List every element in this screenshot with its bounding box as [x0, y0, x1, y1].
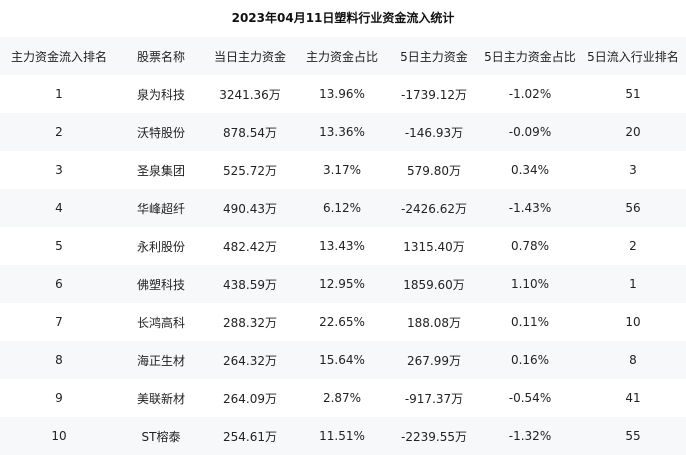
cell-stock-name: 圣泉集团: [136, 163, 185, 178]
cell-5day-main-funds-ratio: -0.54%: [508, 391, 552, 405]
cell-5day-industry-rank: 55: [625, 429, 641, 443]
cell-5day-industry-rank: 1: [629, 277, 637, 291]
cell-main-funds-ratio: 6.12%: [322, 201, 362, 215]
cell-main-funds-ratio: 13.36%: [319, 125, 365, 139]
cell-rank: 2: [55, 125, 63, 139]
cell-5day-main-funds: -2426.62万: [401, 201, 467, 216]
cell-5day-main-funds-ratio: -1.43%: [508, 201, 552, 215]
header-row: 主力资金流入排名 股票名称 当日主力资金 主力资金占比 5日主力资金 5日主力资…: [0, 37, 686, 75]
cell-main-funds-ratio: 2.87%: [322, 391, 362, 405]
cell-5day-main-funds-ratio: 0.16%: [510, 353, 550, 367]
cell-rank: 8: [55, 353, 63, 367]
cell-5day-main-funds-ratio: 0.11%: [510, 315, 550, 329]
cell-main-funds-ratio: 13.96%: [319, 87, 365, 101]
cell-stock-name: 永利股份: [136, 239, 185, 254]
cell-5day-main-funds: -2239.55万: [401, 429, 467, 444]
table-row: 10 ST榕泰 254.61万 11.51% -2239.55万 -1.32% …: [0, 417, 686, 455]
header-5day-main-funds-ratio: 5日主力资金占比: [484, 49, 576, 64]
cell-5day-main-funds-ratio: -0.09%: [508, 125, 552, 139]
cell-5day-main-funds: 267.99万: [407, 353, 461, 368]
cell-5day-main-funds: 579.80万: [407, 163, 461, 178]
cell-rank: 6: [55, 277, 63, 291]
cell-stock-name: 沃特股份: [136, 125, 185, 140]
cell-stock-name: 华峰超纤: [136, 201, 185, 216]
cell-5day-main-funds-ratio: -1.02%: [508, 87, 552, 101]
cell-daily-main-funds: 264.32万: [223, 353, 277, 368]
cell-daily-main-funds: 288.32万: [223, 315, 277, 330]
cell-stock-name: 海正生材: [136, 353, 185, 368]
cell-daily-main-funds: 878.54万: [223, 125, 277, 140]
header-daily-main-funds: 当日主力资金: [213, 49, 286, 64]
cell-stock-name: 长鸿高科: [136, 315, 185, 330]
cell-rank: 10: [51, 429, 67, 443]
table-row: 4 华峰超纤 490.43万 6.12% -2426.62万 -1.43% 56: [0, 189, 686, 227]
cell-stock-name: 佛塑科技: [136, 277, 185, 292]
table-row: 5 永利股份 482.42万 13.43% 1315.40万 0.78% 2: [0, 227, 686, 265]
cell-rank: 9: [55, 391, 63, 405]
header-5day-main-funds: 5日主力资金: [400, 49, 468, 64]
cell-5day-industry-rank: 10: [625, 315, 641, 329]
cell-daily-main-funds: 438.59万: [223, 277, 277, 292]
table-row: 6 佛塑科技 438.59万 12.95% 1859.60万 1.10% 1: [0, 265, 686, 303]
cell-stock-name: 美联新材: [136, 391, 185, 406]
cell-rank: 1: [55, 87, 63, 101]
table-row: 1 泉为科技 3241.36万 13.96% -1739.12万 -1.02% …: [0, 75, 686, 113]
fund-flow-table: 主力资金流入排名 股票名称 当日主力资金 主力资金占比 5日主力资金 5日主力资…: [0, 37, 686, 455]
cell-5day-main-funds: 1315.40万: [403, 239, 465, 254]
table-row: 7 长鸿高科 288.32万 22.65% 188.08万 0.11% 10: [0, 303, 686, 341]
cell-stock-name: 泉为科技: [136, 87, 185, 102]
cell-daily-main-funds: 264.09万: [223, 391, 277, 406]
cell-daily-main-funds: 490.43万: [223, 201, 277, 216]
cell-rank: 3: [55, 163, 63, 177]
cell-5day-industry-rank: 51: [625, 87, 641, 101]
cell-5day-industry-rank: 8: [629, 353, 637, 367]
cell-5day-main-funds: 188.08万: [407, 315, 461, 330]
table-row: 2 沃特股份 878.54万 13.36% -146.93万 -0.09% 20: [0, 113, 686, 151]
cell-5day-industry-rank: 41: [625, 391, 641, 405]
header-stock-name: 股票名称: [136, 49, 185, 64]
cell-daily-main-funds: 482.42万: [223, 239, 277, 254]
header-main-funds-ratio: 主力资金占比: [305, 49, 378, 64]
cell-5day-industry-rank: 3: [629, 163, 637, 177]
cell-stock-name: ST榕泰: [141, 429, 181, 444]
cell-rank: 4: [55, 201, 63, 215]
cell-5day-main-funds-ratio: 1.10%: [510, 277, 550, 291]
cell-daily-main-funds: 525.72万: [223, 163, 277, 178]
header-5day-industry-rank: 5日流入行业排名: [587, 49, 679, 64]
table-row: 3 圣泉集团 525.72万 3.17% 579.80万 0.34% 3: [0, 151, 686, 189]
cell-5day-main-funds: 1859.60万: [403, 277, 465, 292]
table-title: 2023年04月11日塑料行业资金流入统计: [231, 11, 455, 25]
cell-5day-main-funds-ratio: 0.34%: [510, 163, 550, 177]
cell-main-funds-ratio: 22.65%: [319, 315, 365, 329]
cell-main-funds-ratio: 11.51%: [319, 429, 365, 443]
cell-5day-main-funds: -917.37万: [404, 391, 464, 406]
cell-5day-main-funds-ratio: -1.32%: [508, 429, 552, 443]
cell-5day-industry-rank: 2: [629, 239, 637, 253]
cell-5day-main-funds: -146.93万: [404, 125, 464, 140]
cell-main-funds-ratio: 12.95%: [319, 277, 365, 291]
header-rank: 主力资金流入排名: [10, 49, 107, 64]
table-row: 9 美联新材 264.09万 2.87% -917.37万 -0.54% 41: [0, 379, 686, 417]
cell-daily-main-funds: 3241.36万: [219, 87, 281, 102]
cell-main-funds-ratio: 15.64%: [319, 353, 365, 367]
cell-rank: 7: [55, 315, 63, 329]
cell-5day-industry-rank: 20: [625, 125, 641, 139]
cell-5day-main-funds: -1739.12万: [401, 87, 467, 102]
table-row: 8 海正生材 264.32万 15.64% 267.99万 0.16% 8: [0, 341, 686, 379]
cell-rank: 5: [55, 239, 63, 253]
cell-5day-industry-rank: 56: [625, 201, 641, 215]
cell-main-funds-ratio: 13.43%: [319, 239, 365, 253]
cell-main-funds-ratio: 3.17%: [322, 163, 362, 177]
cell-daily-main-funds: 254.61万: [223, 429, 277, 444]
cell-5day-main-funds-ratio: 0.78%: [510, 239, 550, 253]
